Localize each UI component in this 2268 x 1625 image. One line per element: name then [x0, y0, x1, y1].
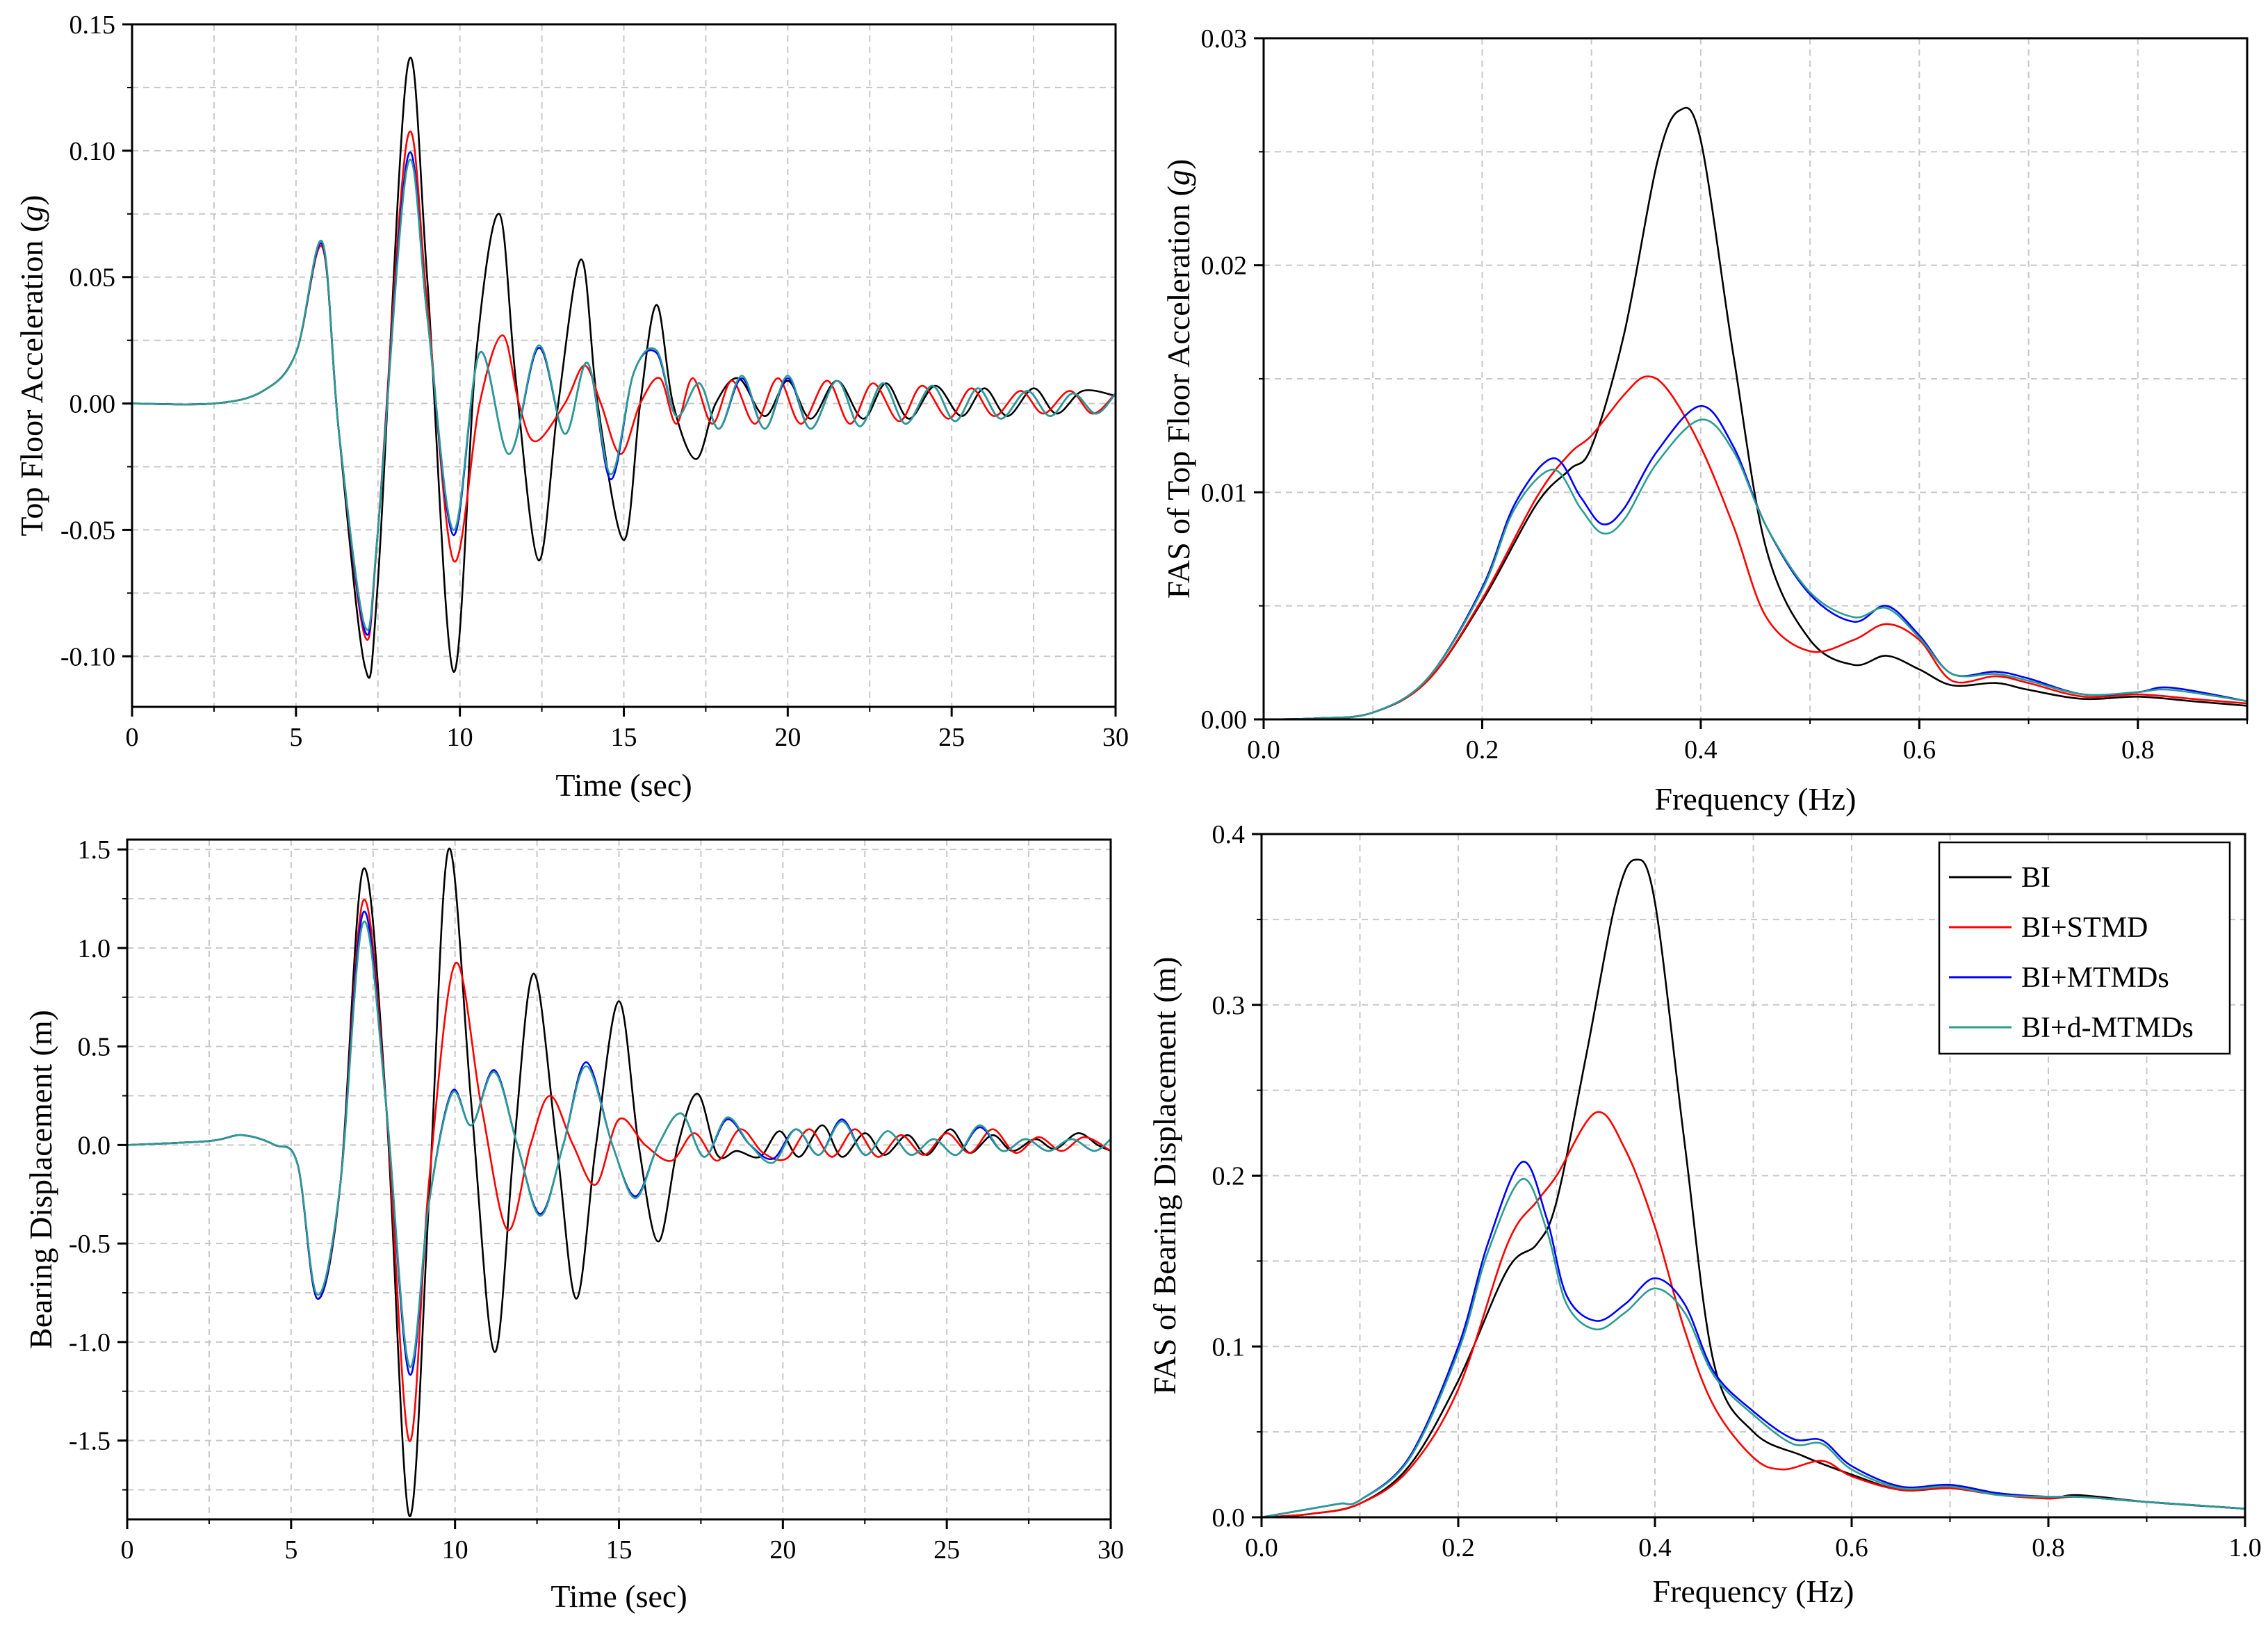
disp_time-series: [127, 847, 1111, 1517]
x-tick-label: 30: [1098, 1535, 1124, 1565]
x-tick-label: 30: [1102, 723, 1129, 752]
series-line-bi-stmd: [1264, 375, 2247, 719]
y-axis-title: FAS of Top Floor Acceleration (g): [1161, 159, 1196, 599]
y-tick-label: 0.0: [78, 1131, 111, 1160]
legend-label: BI+d-MTMDs: [2021, 1012, 2194, 1044]
legend: BI BI+STMD BI+MTMDs BI+d-MTMDs: [1938, 841, 2231, 1055]
y-tick-label: 0.0: [1212, 1503, 1246, 1533]
x-tick-label: 0.0: [1247, 735, 1280, 765]
series-line-bi-d-mtmds: [132, 158, 1116, 631]
y-axis-title: Bearing Displacement (m): [23, 1010, 58, 1349]
y-tick-label: 0.4: [1212, 820, 1246, 849]
x-tick-label: 0: [126, 723, 139, 752]
acc_time-series: [132, 56, 1116, 679]
y-tick-label: 0.00: [70, 390, 116, 419]
y-axis-title: FAS of Bearing Displacement (m): [1147, 956, 1182, 1394]
y-tick-label: -0.10: [60, 642, 115, 671]
x-tick-label: 20: [774, 723, 801, 752]
chart-acc_fas: 0.0 0.2 0.4 0.6 0.8 0.00 0.01 0.02 0.03 Frequency…: [1161, 24, 2249, 817]
series-line-bi-stmd: [132, 130, 1116, 641]
series-line-bi-d-mtmds: [1264, 418, 2247, 719]
disp_time-grid: [127, 840, 1111, 1519]
y-tick-label: 0.03: [1201, 24, 1248, 54]
series-line-bi: [127, 847, 1111, 1517]
legend-label: BI+MTMDs: [2021, 962, 2169, 994]
chart-disp_time: 0 5 10 15 20 25 30 -1.5 -1.0 -0.5 0.0 0.5 1.0 1.5 Time…: [23, 835, 1125, 1614]
x-axis-title: Frequency (Hz): [1655, 781, 1857, 817]
x-tick-label: 0.2: [1442, 1533, 1475, 1562]
x-axis-title: Time (sec): [550, 1578, 687, 1614]
y-tick-label: 0.5: [78, 1033, 111, 1062]
chart-disp_fas: 0.0 0.2 0.4 0.6 0.8 1.0 0.0 0.1 0.2 0.3 0.4 Frequen…: [1147, 820, 2262, 1609]
y-tick-label: -0.05: [60, 516, 115, 545]
y-tick-label: 0.02: [1201, 252, 1248, 281]
x-axis-title: Frequency (Hz): [1653, 1574, 1854, 1609]
y-tick-label: 1.5: [78, 835, 111, 865]
y-tick-label: 0.3: [1212, 991, 1246, 1020]
x-tick-label: 0.8: [2032, 1533, 2065, 1562]
x-tick-label: 0.6: [1903, 735, 1936, 765]
x-tick-label: 25: [938, 723, 965, 752]
acc_time-grid: [132, 24, 1116, 707]
chart-acc_time: 0 5 10 15 20 25 30 -0.10 -0.05 0.00 0.05 0.10 0.15 Ti…: [14, 10, 1129, 803]
x-tick-label: 0.4: [1684, 735, 1718, 765]
series-line-bi-stmd: [127, 899, 1111, 1442]
legend-label: BI: [2021, 862, 2050, 894]
series-line-bi-d-mtmds: [127, 920, 1111, 1369]
series-line-bi: [132, 56, 1116, 679]
series-line-bi-d-mtmds: [1262, 1178, 2245, 1517]
x-axis-title: Time (sec): [555, 767, 692, 803]
x-tick-label: 0.6: [1835, 1533, 1868, 1562]
x-tick-label: 15: [611, 723, 637, 752]
x-tick-label: 20: [769, 1535, 796, 1565]
y-tick-label: -1.5: [69, 1427, 111, 1456]
y-tick-label: -1.0: [69, 1328, 111, 1357]
x-tick-label: 0.2: [1466, 735, 1499, 765]
x-tick-label: 10: [442, 1535, 468, 1565]
y-tick-label: 1.0: [78, 934, 111, 963]
acc_fas-series: [1264, 106, 2247, 719]
series-line-bi-mtmds: [1262, 1161, 2245, 1517]
y-tick-label: 0.00: [1201, 705, 1248, 735]
series-line-bi-mtmds: [1264, 405, 2247, 719]
series-line-bi: [1264, 106, 2247, 719]
y-axis-title: Top Floor Acceleration (g): [14, 195, 49, 536]
x-tick-label: 10: [447, 723, 473, 752]
y-tick-label: 0.10: [70, 137, 116, 166]
charts-layer: 0 5 10 15 20 25 30-0.10-0.050.000.050.100.15Ti…: [14, 10, 2262, 1614]
acc_fas-grid: [1264, 38, 2247, 719]
disp_fas-series: [1262, 858, 2245, 1517]
x-tick-label: 0.4: [1638, 1533, 1672, 1562]
x-tick-label: 0: [121, 1535, 134, 1565]
x-tick-label: 25: [933, 1535, 960, 1565]
x-tick-label: 5: [289, 723, 302, 752]
x-tick-label: 1.0: [2228, 1533, 2262, 1562]
x-tick-label: 0.0: [1245, 1533, 1278, 1562]
legend-label: BI+STMD: [2021, 912, 2148, 944]
y-tick-label: 0.05: [70, 263, 116, 293]
y-tick-label: 0.15: [70, 10, 116, 40]
y-tick-label: 0.2: [1212, 1162, 1246, 1191]
x-tick-label: 0.8: [2121, 735, 2155, 765]
x-tick-label: 5: [284, 1535, 297, 1565]
x-tick-label: 15: [606, 1535, 633, 1565]
y-tick-label: 0.01: [1201, 478, 1248, 507]
y-tick-label: -0.5: [69, 1230, 111, 1259]
y-tick-label: 0.1: [1212, 1332, 1246, 1362]
